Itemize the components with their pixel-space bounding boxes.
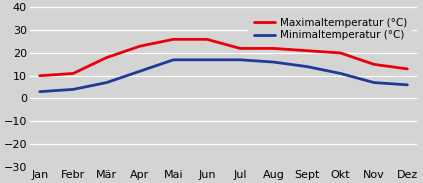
Maximaltemperatur (°C) [104,56,109,59]
Line: Minimaltemperatur (°C): Minimaltemperatur (°C) [40,60,407,92]
Minimaltemperatur (°C) [338,72,343,74]
Minimaltemperatur (°C) [137,70,143,72]
Minimaltemperatur (°C) [305,66,310,68]
Maximaltemperatur (°C) [371,63,376,66]
Line: Maximaltemperatur (°C): Maximaltemperatur (°C) [40,39,407,76]
Minimaltemperatur (°C) [371,81,376,84]
Maximaltemperatur (°C) [271,47,276,50]
Minimaltemperatur (°C) [171,59,176,61]
Minimaltemperatur (°C) [71,88,76,90]
Maximaltemperatur (°C) [137,45,143,47]
Maximaltemperatur (°C) [238,47,243,50]
Maximaltemperatur (°C) [171,38,176,40]
Minimaltemperatur (°C) [271,61,276,63]
Maximaltemperatur (°C) [37,75,42,77]
Minimaltemperatur (°C) [37,91,42,93]
Maximaltemperatur (°C) [405,68,410,70]
Minimaltemperatur (°C) [405,84,410,86]
Minimaltemperatur (°C) [104,81,109,84]
Minimaltemperatur (°C) [238,59,243,61]
Maximaltemperatur (°C) [338,52,343,54]
Minimaltemperatur (°C) [204,59,209,61]
Maximaltemperatur (°C) [305,50,310,52]
Legend: Maximaltemperatur (°C), Minimaltemperatur (°C): Maximaltemperatur (°C), Minimaltemperatu… [248,13,412,46]
Maximaltemperatur (°C) [204,38,209,40]
Maximaltemperatur (°C) [71,72,76,74]
